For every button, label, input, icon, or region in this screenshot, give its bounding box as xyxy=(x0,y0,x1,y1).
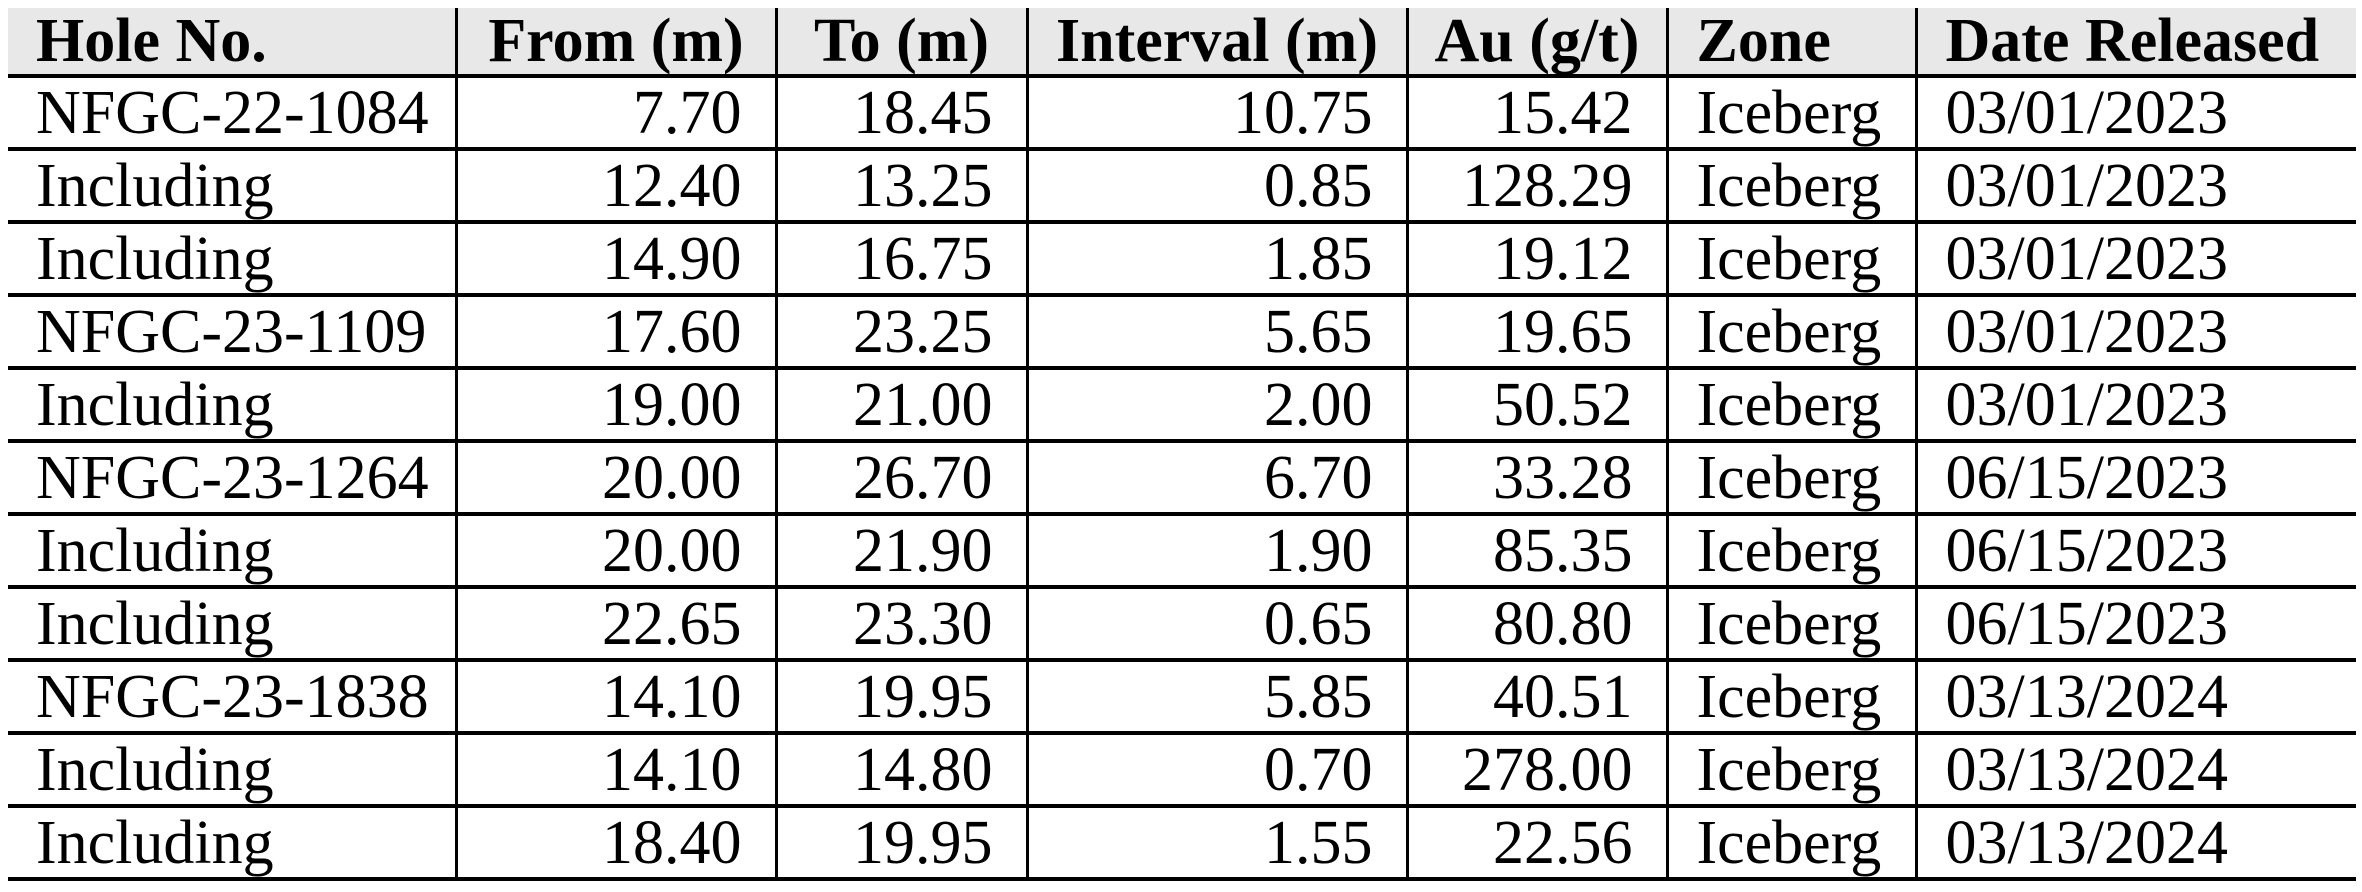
drill-results-table-container: Hole No. From (m) To (m) Interval (m) Au (g/… xyxy=(8,8,2356,881)
cell-interval-m: 1.55 xyxy=(1027,806,1409,881)
column-header-date-released: Date Released xyxy=(1916,8,2356,78)
cell-au-gt: 50.52 xyxy=(1407,368,1669,443)
cell-interval-m: 10.75 xyxy=(1027,76,1409,151)
cell-hole-no: Including xyxy=(8,514,458,589)
cell-interval-m: 0.65 xyxy=(1027,587,1409,662)
table-row: NFGC-23-1264 20.00 26.70 6.70 33.28 Iceberg 06… xyxy=(8,441,2356,516)
cell-hole-no: Including xyxy=(8,806,458,881)
cell-hole-no: Including xyxy=(8,733,458,808)
cell-from-m: 17.60 xyxy=(456,295,778,370)
cell-from-m: 19.00 xyxy=(456,368,778,443)
cell-from-m: 14.10 xyxy=(456,660,778,735)
cell-zone: Iceberg xyxy=(1667,441,1918,516)
cell-interval-m: 5.85 xyxy=(1027,660,1409,735)
table-row: Including 22.65 23.30 0.65 80.80 Iceberg 06/15… xyxy=(8,587,2356,662)
cell-date-released: 03/01/2023 xyxy=(1916,76,2356,151)
cell-date-released: 03/01/2023 xyxy=(1916,368,2356,443)
cell-au-gt: 15.42 xyxy=(1407,76,1669,151)
cell-zone: Iceberg xyxy=(1667,806,1918,881)
cell-hole-no: Including xyxy=(8,222,458,297)
cell-hole-no: Including xyxy=(8,587,458,662)
cell-zone: Iceberg xyxy=(1667,295,1918,370)
cell-date-released: 03/13/2024 xyxy=(1916,733,2356,808)
column-header-to-m: To (m) xyxy=(776,8,1029,78)
cell-interval-m: 1.90 xyxy=(1027,514,1409,589)
cell-date-released: 06/15/2023 xyxy=(1916,441,2356,516)
cell-hole-no: NFGC-22-1084 xyxy=(8,76,458,151)
cell-date-released: 03/01/2023 xyxy=(1916,149,2356,224)
cell-hole-no: Including xyxy=(8,368,458,443)
cell-hole-no: NFGC-23-1838 xyxy=(8,660,458,735)
table-row: Including 14.10 14.80 0.70 278.00 Iceberg 03/1… xyxy=(8,733,2356,808)
table-row: NFGC-22-1084 7.70 18.45 10.75 15.42 Iceberg 03… xyxy=(8,76,2356,151)
cell-hole-no: NFGC-23-1109 xyxy=(8,295,458,370)
table-row: Including 14.90 16.75 1.85 19.12 Iceberg 03/01… xyxy=(8,222,2356,297)
cell-to-m: 14.80 xyxy=(776,733,1029,808)
cell-from-m: 14.10 xyxy=(456,733,778,808)
cell-au-gt: 19.65 xyxy=(1407,295,1669,370)
table-row: Including 12.40 13.25 0.85 128.29 Iceberg 03/0… xyxy=(8,149,2356,224)
cell-hole-no: NFGC-23-1264 xyxy=(8,441,458,516)
cell-to-m: 19.95 xyxy=(776,660,1029,735)
cell-date-released: 03/13/2024 xyxy=(1916,660,2356,735)
cell-au-gt: 33.28 xyxy=(1407,441,1669,516)
cell-interval-m: 0.85 xyxy=(1027,149,1409,224)
cell-to-m: 18.45 xyxy=(776,76,1029,151)
cell-date-released: 06/15/2023 xyxy=(1916,514,2356,589)
column-header-hole-no: Hole No. xyxy=(8,8,458,78)
cell-au-gt: 278.00 xyxy=(1407,733,1669,808)
cell-from-m: 14.90 xyxy=(456,222,778,297)
table-row: NFGC-23-1838 14.10 19.95 5.85 40.51 Iceberg 03… xyxy=(8,660,2356,735)
cell-interval-m: 2.00 xyxy=(1027,368,1409,443)
cell-au-gt: 128.29 xyxy=(1407,149,1669,224)
table-row: Including 19.00 21.00 2.00 50.52 Iceberg 03/01… xyxy=(8,368,2356,443)
column-header-au-gt: Au (g/t) xyxy=(1407,8,1669,78)
cell-date-released: 06/15/2023 xyxy=(1916,587,2356,662)
table-body: NFGC-22-1084 7.70 18.45 10.75 15.42 Iceberg 03… xyxy=(8,76,2356,881)
cell-zone: Iceberg xyxy=(1667,222,1918,297)
cell-interval-m: 0.70 xyxy=(1027,733,1409,808)
cell-from-m: 22.65 xyxy=(456,587,778,662)
cell-au-gt: 19.12 xyxy=(1407,222,1669,297)
cell-to-m: 26.70 xyxy=(776,441,1029,516)
cell-to-m: 21.00 xyxy=(776,368,1029,443)
cell-zone: Iceberg xyxy=(1667,733,1918,808)
cell-zone: Iceberg xyxy=(1667,368,1918,443)
cell-au-gt: 85.35 xyxy=(1407,514,1669,589)
column-header-from-m: From (m) xyxy=(456,8,778,78)
cell-zone: Iceberg xyxy=(1667,514,1918,589)
drill-results-table: Hole No. From (m) To (m) Interval (m) Au (g/… xyxy=(8,8,2356,881)
cell-zone: Iceberg xyxy=(1667,76,1918,151)
cell-date-released: 03/13/2024 xyxy=(1916,806,2356,881)
cell-from-m: 20.00 xyxy=(456,514,778,589)
cell-date-released: 03/01/2023 xyxy=(1916,222,2356,297)
cell-interval-m: 1.85 xyxy=(1027,222,1409,297)
cell-to-m: 13.25 xyxy=(776,149,1029,224)
cell-to-m: 19.95 xyxy=(776,806,1029,881)
cell-au-gt: 22.56 xyxy=(1407,806,1669,881)
cell-from-m: 18.40 xyxy=(456,806,778,881)
table-row: Including 18.40 19.95 1.55 22.56 Iceberg 03/13… xyxy=(8,806,2356,881)
cell-to-m: 23.25 xyxy=(776,295,1029,370)
cell-from-m: 20.00 xyxy=(456,441,778,516)
cell-date-released: 03/01/2023 xyxy=(1916,295,2356,370)
column-header-interval-m: Interval (m) xyxy=(1027,8,1409,78)
cell-au-gt: 40.51 xyxy=(1407,660,1669,735)
cell-au-gt: 80.80 xyxy=(1407,587,1669,662)
cell-from-m: 12.40 xyxy=(456,149,778,224)
cell-to-m: 16.75 xyxy=(776,222,1029,297)
table-row: NFGC-23-1109 17.60 23.25 5.65 19.65 Iceberg 03… xyxy=(8,295,2356,370)
cell-to-m: 23.30 xyxy=(776,587,1029,662)
cell-to-m: 21.90 xyxy=(776,514,1029,589)
header-row: Hole No. From (m) To (m) Interval (m) Au (g/… xyxy=(8,8,2356,78)
cell-interval-m: 5.65 xyxy=(1027,295,1409,370)
cell-from-m: 7.70 xyxy=(456,76,778,151)
cell-zone: Iceberg xyxy=(1667,149,1918,224)
table-row: Including 20.00 21.90 1.90 85.35 Iceberg 06/15… xyxy=(8,514,2356,589)
column-header-zone: Zone xyxy=(1667,8,1918,78)
cell-zone: Iceberg xyxy=(1667,587,1918,662)
cell-zone: Iceberg xyxy=(1667,660,1918,735)
cell-interval-m: 6.70 xyxy=(1027,441,1409,516)
cell-hole-no: Including xyxy=(8,149,458,224)
